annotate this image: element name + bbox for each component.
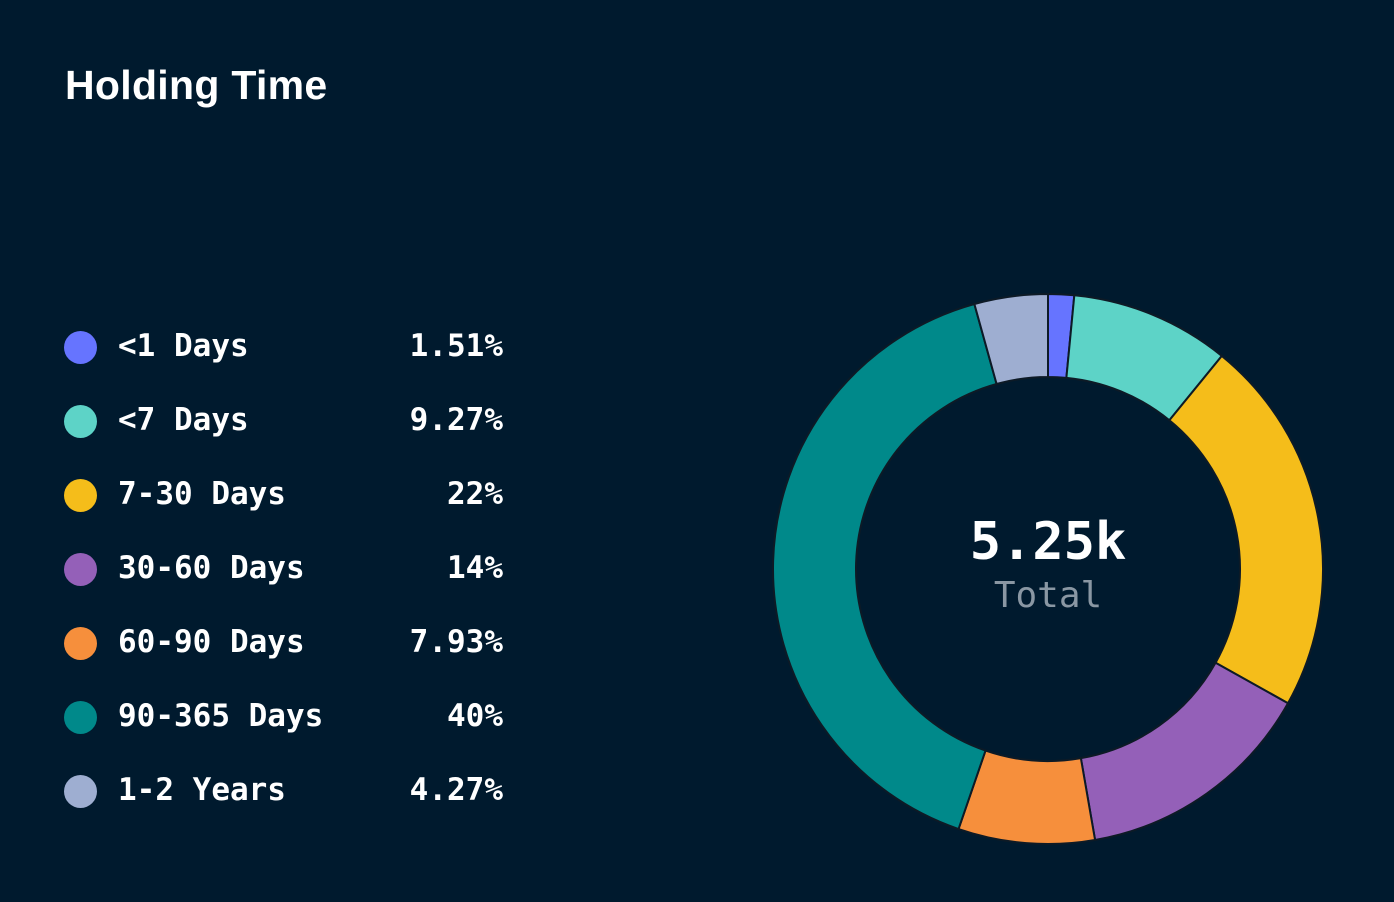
legend-label: 30-60 Days bbox=[118, 550, 305, 586]
legend-swatch bbox=[64, 553, 97, 586]
chart-title: Holding Time bbox=[65, 62, 328, 108]
legend-swatch bbox=[64, 701, 97, 734]
legend-value: 1.51% bbox=[409, 328, 503, 364]
total-value: 5.25k bbox=[969, 512, 1127, 572]
legend-value: 7.93% bbox=[409, 624, 503, 660]
legend-label: 90-365 Days bbox=[118, 698, 324, 734]
donut-slice[interactable] bbox=[973, 292, 1049, 386]
legend-item[interactable]: 1-2 Years 4.27% bbox=[63, 768, 503, 842]
legend-swatch bbox=[64, 331, 97, 364]
legend-label: <1 Days bbox=[118, 328, 249, 364]
legend-value: 22% bbox=[447, 476, 503, 512]
legend-item[interactable]: <7 Days 9.27% bbox=[63, 398, 503, 472]
legend-swatch bbox=[64, 627, 97, 660]
legend-item[interactable]: 60-90 Days 7.93% bbox=[63, 620, 503, 694]
donut-slice[interactable] bbox=[1079, 661, 1290, 842]
legend-label: 1-2 Years bbox=[118, 772, 286, 808]
legend-swatch bbox=[64, 479, 97, 512]
legend-label: 7-30 Days bbox=[118, 476, 286, 512]
legend-item[interactable]: 7-30 Days 22% bbox=[63, 472, 503, 546]
legend-swatch bbox=[64, 775, 97, 808]
donut-slice[interactable] bbox=[772, 302, 998, 831]
donut-center: 5.25k Total bbox=[868, 510, 1228, 618]
legend-item[interactable]: <1 Days 1.51% bbox=[63, 324, 503, 398]
legend-value: 40% bbox=[447, 698, 503, 734]
chart-legend: <1 Days 1.51% <7 Days 9.27% 7-30 Days 22% 30-6… bbox=[63, 324, 503, 842]
legend-value: 14% bbox=[447, 550, 503, 586]
legend-label: <7 Days bbox=[118, 402, 249, 438]
legend-label: 60-90 Days bbox=[118, 624, 305, 660]
legend-item[interactable]: 30-60 Days 14% bbox=[63, 546, 503, 620]
legend-value: 9.27% bbox=[409, 402, 503, 438]
donut-chart bbox=[772, 292, 1324, 845]
legend-value: 4.27% bbox=[409, 772, 503, 808]
total-label: Total bbox=[993, 575, 1103, 616]
legend-item[interactable]: 90-365 Days 40% bbox=[63, 694, 503, 768]
legend-swatch bbox=[64, 405, 97, 438]
